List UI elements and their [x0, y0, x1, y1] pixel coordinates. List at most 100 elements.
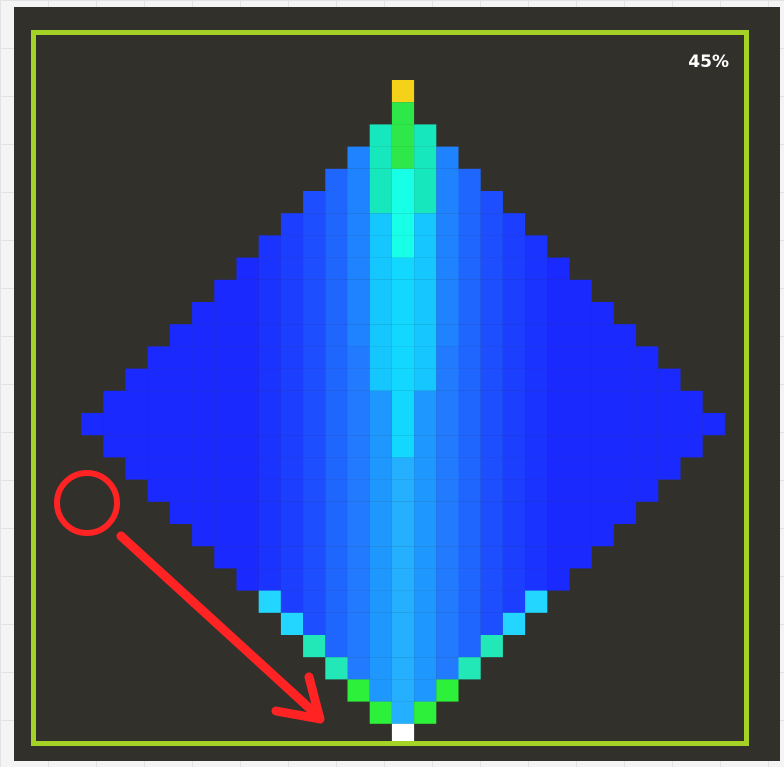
pixel-cell — [347, 368, 370, 391]
direction-arrow-head — [271, 672, 325, 724]
pixel-cell — [347, 279, 370, 302]
pixel-cell — [613, 324, 637, 347]
pixel-cell — [613, 457, 637, 480]
pixel-cell — [391, 635, 415, 658]
pixel-cell — [414, 324, 437, 347]
pixel-cell — [502, 546, 526, 569]
pixel-cell — [103, 413, 126, 436]
pixel-cell — [414, 457, 437, 480]
pixel-cell — [480, 279, 503, 302]
pixel-cell — [391, 235, 415, 258]
pixel-cell — [369, 413, 392, 436]
pixel-cell — [347, 568, 370, 591]
pixel-cell — [369, 257, 392, 280]
pixel-cell — [325, 457, 348, 480]
pixel-cell — [236, 257, 259, 280]
pixel-cell — [680, 435, 703, 458]
pixel-cell — [547, 302, 570, 325]
pixel-cell — [414, 479, 437, 502]
pixel-cell — [391, 501, 415, 524]
pixel-cell — [414, 657, 437, 680]
pixel-cell — [258, 368, 281, 391]
pixel-cell — [502, 257, 526, 280]
pixel-cell — [436, 413, 459, 436]
pixel-cell — [236, 546, 259, 569]
pixel-cell — [525, 524, 548, 547]
pixel-cell — [258, 479, 281, 502]
pixel-cell — [325, 213, 348, 236]
pixel-cell — [458, 546, 481, 569]
pixel-cell — [192, 346, 215, 369]
pixel-cell — [458, 213, 481, 236]
pixel-cell — [480, 501, 503, 524]
pixel-cell — [547, 324, 570, 347]
pixel-cell — [303, 546, 326, 569]
pixel-cell — [280, 302, 304, 325]
pixel-cell — [280, 257, 304, 280]
pixel-cell — [458, 368, 481, 391]
pixel-cell — [502, 590, 526, 613]
pixel-cell — [303, 635, 326, 658]
pixel-cell — [502, 235, 526, 258]
pixel-cell — [169, 501, 193, 524]
pixel-cell — [303, 524, 326, 547]
pixel-cell — [525, 568, 548, 591]
pixel-cell — [280, 568, 304, 591]
pixel-cell — [525, 235, 548, 258]
pixel-cell — [414, 524, 437, 547]
pixel-cell — [147, 390, 170, 413]
pixel-cell — [258, 546, 281, 569]
pixel-cell — [436, 524, 459, 547]
pixel-cell — [547, 524, 570, 547]
pixel-cell — [325, 279, 348, 302]
pixel-cell — [547, 413, 570, 436]
pixel-cell — [125, 368, 148, 391]
pixel-cell — [569, 324, 592, 347]
pixel-cell — [658, 368, 681, 391]
pixel-cell — [391, 546, 415, 569]
pixel-cell — [391, 80, 415, 103]
pixel-cell — [369, 457, 392, 480]
pixel-cell — [414, 546, 437, 569]
pixel-cell — [280, 390, 304, 413]
pixel-cell — [436, 191, 459, 214]
pixel-cell — [547, 257, 570, 280]
pixel-cell — [458, 413, 481, 436]
pixel-cell — [391, 723, 415, 746]
pixel-cell — [169, 457, 193, 480]
pixel-cell — [591, 501, 614, 524]
pixel-cell — [369, 635, 392, 658]
pixel-cell — [369, 479, 392, 502]
pixel-cell — [636, 390, 659, 413]
pixel-cell — [347, 235, 370, 258]
pixel-cell — [391, 213, 415, 236]
pixel-cell — [525, 435, 548, 458]
pixel-cell — [369, 368, 392, 391]
pixel-cell — [369, 679, 392, 702]
pixel-cell — [414, 612, 437, 635]
pixel-cell — [547, 435, 570, 458]
pixel-cell — [480, 302, 503, 325]
pixel-cell — [458, 635, 481, 658]
pixel-cell — [347, 546, 370, 569]
pixel-cell — [369, 324, 392, 347]
pixel-cell — [369, 546, 392, 569]
pixel-cell — [636, 435, 659, 458]
pixel-cell — [547, 390, 570, 413]
pixel-cell — [192, 368, 215, 391]
pixel-cell — [525, 501, 548, 524]
pixel-cell — [325, 413, 348, 436]
pixel-cell — [192, 524, 215, 547]
pixel-cell — [147, 435, 170, 458]
pixel-cell — [280, 435, 304, 458]
pixel-cell — [258, 257, 281, 280]
pixel-cell — [303, 501, 326, 524]
pixel-cell — [369, 146, 392, 169]
pixel-cell — [147, 368, 170, 391]
pixel-cell — [702, 413, 725, 436]
pixel-cell — [303, 279, 326, 302]
pixel-cell — [303, 346, 326, 369]
pixel-cell — [214, 279, 237, 302]
pixel-cell — [325, 568, 348, 591]
